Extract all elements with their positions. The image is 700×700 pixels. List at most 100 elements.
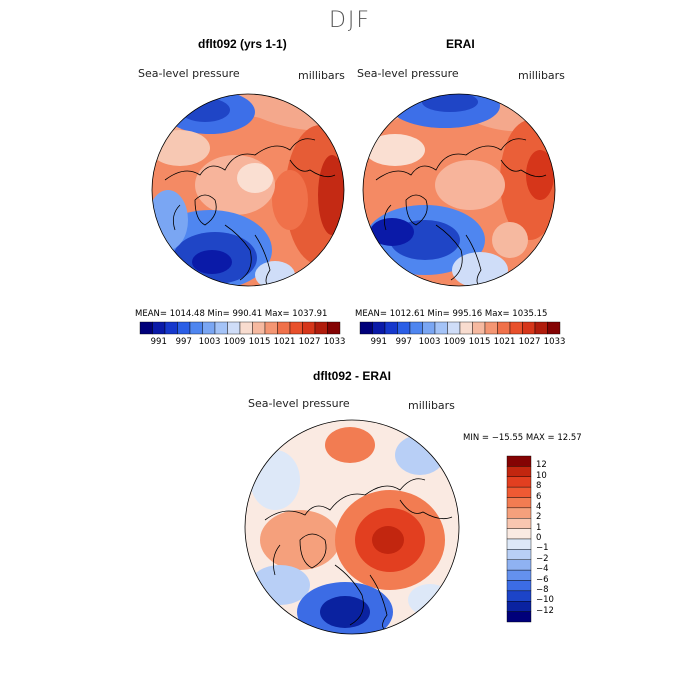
diff-colorbar: [506, 455, 532, 623]
model-colorbar-swatch: [314, 321, 328, 335]
model-colorbar-swatch: [277, 321, 291, 335]
obs-colorbar-swatch: [447, 321, 461, 335]
model-colorbar-swatch: [302, 321, 316, 335]
model-stats-text: MEAN= 1014.48 Min= 990.41 Max= 1037.91: [135, 309, 328, 319]
obs-colorbar-swatch: [534, 321, 548, 335]
diff-variable-label: Sea-level pressure: [248, 397, 350, 410]
model-colorbar-swatch: [252, 321, 266, 335]
season-title: DJF: [328, 8, 372, 33]
obs-colorbar-swatch: [434, 321, 448, 335]
model-colorbar-tick-label: 1015: [248, 337, 271, 347]
model-colorbar: [139, 321, 341, 335]
diff-colorbar-swatch: [506, 580, 532, 592]
model-colorbar-swatch: [214, 321, 228, 335]
obs-colorbar-tick-label: 991: [370, 337, 387, 347]
obs-colorbar-swatch: [522, 321, 536, 335]
diff-colorbar-swatch: [506, 486, 532, 498]
diff-colorbar-swatch: [506, 611, 532, 623]
diff-units-label: millibars: [408, 399, 455, 412]
obs-colorbar-tick-label: 997: [395, 337, 412, 347]
obs-panel-title: ERAI: [446, 37, 475, 51]
obs-colorbar-swatch: [409, 321, 423, 335]
obs-colorbar-tick-label: 1033: [543, 337, 566, 347]
model-colorbar-tick-label: 1003: [198, 337, 221, 347]
diff-colorbar-swatch: [506, 476, 532, 488]
diff-colorbar-tick-label: −1: [536, 543, 549, 554]
diff-colorbar-swatch: [506, 538, 532, 550]
obs-variable-label: Sea-level pressure: [357, 67, 459, 80]
diff-colorbar-tick-label: −4: [536, 564, 549, 575]
diff-colorbar-swatch: [506, 455, 532, 467]
model-colorbar-swatch: [139, 321, 153, 335]
model-colorbar-swatch: [177, 321, 191, 335]
diff-colorbar-labels: 12 10 8 6 4 2 1 0 −1 −2 −4 −6 −8 −10 −12: [536, 456, 576, 622]
obs-colorbar-tick-label: 1015: [468, 337, 491, 347]
diff-colorbar-tick-label: 4: [536, 501, 542, 512]
diff-colorbar-tick-label: 10: [536, 470, 547, 481]
obs-colorbar-swatch: [459, 321, 473, 335]
obs-colorbar-swatch: [422, 321, 436, 335]
diff-colorbar-swatch: [506, 569, 532, 581]
diff-colorbar-tick-label: 8: [536, 481, 542, 492]
diff-colorbar-swatch: [506, 507, 532, 519]
model-panel-title: dflt092 (yrs 1-1): [198, 37, 287, 51]
diff-slp-field: [245, 420, 459, 634]
diff-panel-title: dflt092 - ERAI: [313, 369, 392, 383]
diff-colorbar-swatch: [506, 466, 532, 477]
diff-colorbar-swatch: [506, 528, 532, 540]
model-coastlines: [164, 138, 336, 286]
model-colorbar-labels: 991 997 1003 1009 1015 1021 1027 1033: [140, 337, 346, 349]
obs-colorbar-swatch: [384, 321, 398, 335]
diff-colorbar-tick-label: 12: [536, 460, 547, 471]
model-colorbar-tick-label: 1021: [273, 337, 296, 347]
model-colorbar-swatch: [289, 321, 303, 335]
obs-slp-field: [363, 94, 555, 286]
diff-colorbar-swatch: [506, 559, 532, 571]
obs-colorbar-tick-label: 1027: [518, 337, 541, 347]
model-colorbar-swatch: [227, 321, 241, 335]
obs-coastlines: [375, 138, 547, 286]
diff-colorbar-tick-label: −8: [536, 584, 549, 595]
obs-colorbar-labels: 991 997 1003 1009 1015 1021 1027 1033: [360, 337, 566, 349]
diff-colorbar-tick-label: −2: [536, 553, 549, 564]
obs-colorbar-swatch: [547, 321, 561, 335]
model-colorbar-swatch: [189, 321, 203, 335]
obs-colorbar-tick-label: 1021: [493, 337, 516, 347]
model-colorbar-tick-label: 1033: [323, 337, 346, 347]
obs-colorbar-swatch: [372, 321, 386, 335]
model-colorbar-swatch: [327, 321, 341, 335]
diff-colorbar-swatch: [506, 549, 532, 560]
model-colorbar-tick-label: 1009: [223, 337, 246, 347]
obs-colorbar-swatch: [509, 321, 523, 335]
obs-colorbar-swatch: [484, 321, 498, 335]
obs-colorbar-tick-label: 1003: [418, 337, 441, 347]
diff-colorbar-tick-label: −6: [536, 574, 549, 585]
model-colorbar-swatch: [202, 321, 216, 335]
model-colorbar-tick-label: 1027: [298, 337, 321, 347]
diff-colorbar-tick-label: 0: [536, 533, 542, 543]
model-colorbar-swatch: [264, 321, 278, 335]
model-colorbar-tick-label: 997: [175, 337, 192, 347]
diff-colorbar-tick-label: −12: [536, 605, 554, 616]
diff-stats-text: MIN = −15.55 MAX = 12.57: [463, 433, 582, 443]
diff-colorbar-tick-label: 2: [536, 512, 542, 523]
diff-colorbar-tick-label: 6: [536, 491, 542, 502]
diff-colorbar-swatch: [506, 601, 532, 612]
model-colorbar-swatch: [152, 321, 166, 335]
model-colorbar-swatch: [239, 321, 253, 335]
obs-colorbar-swatch: [359, 321, 373, 335]
obs-colorbar-swatch: [397, 321, 411, 335]
obs-colorbar: [359, 321, 561, 335]
model-colorbar-swatch: [164, 321, 178, 335]
diff-colorbar-tick-label: −10: [536, 595, 554, 606]
model-variable-label: Sea-level pressure: [138, 67, 240, 80]
obs-units-label: millibars: [518, 69, 565, 82]
obs-colorbar-swatch: [497, 321, 511, 335]
diff-colorbar-swatch: [506, 518, 532, 529]
obs-stats-text: MEAN= 1012.61 Min= 995.16 Max= 1035.15: [355, 309, 548, 319]
obs-colorbar-tick-label: 1009: [443, 337, 466, 347]
diff-colorbar-swatch: [506, 590, 532, 602]
obs-colorbar-swatch: [472, 321, 486, 335]
